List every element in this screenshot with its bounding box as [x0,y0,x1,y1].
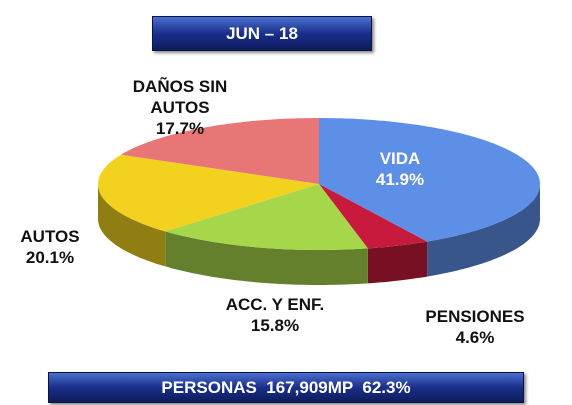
slice [121,118,319,184]
category-label: PENSIONES [425,307,525,326]
slice [319,184,428,249]
category-label: VIDA [379,149,421,168]
slice-side [367,241,428,284]
slice-side [165,231,368,285]
value-label: 15.8% [250,316,300,335]
value-label: 20.1% [25,248,75,267]
footer: PERSONAS 167,909MP 62.3% [48,372,524,403]
slice [165,184,368,250]
value-label: 4.6% [455,328,495,347]
chart-title: JUN – 18 [152,16,372,51]
slice [319,118,540,242]
slice-side [98,184,166,267]
slice [98,154,319,232]
value-label: 41.9% [375,170,425,189]
slice-side [427,184,540,277]
category-label: ACC. Y ENF. [225,295,325,314]
category-label: DAÑOS SIN AUTOS [132,77,228,117]
category-label: AUTOS [20,227,80,246]
value-label: 17.7% [155,119,205,138]
